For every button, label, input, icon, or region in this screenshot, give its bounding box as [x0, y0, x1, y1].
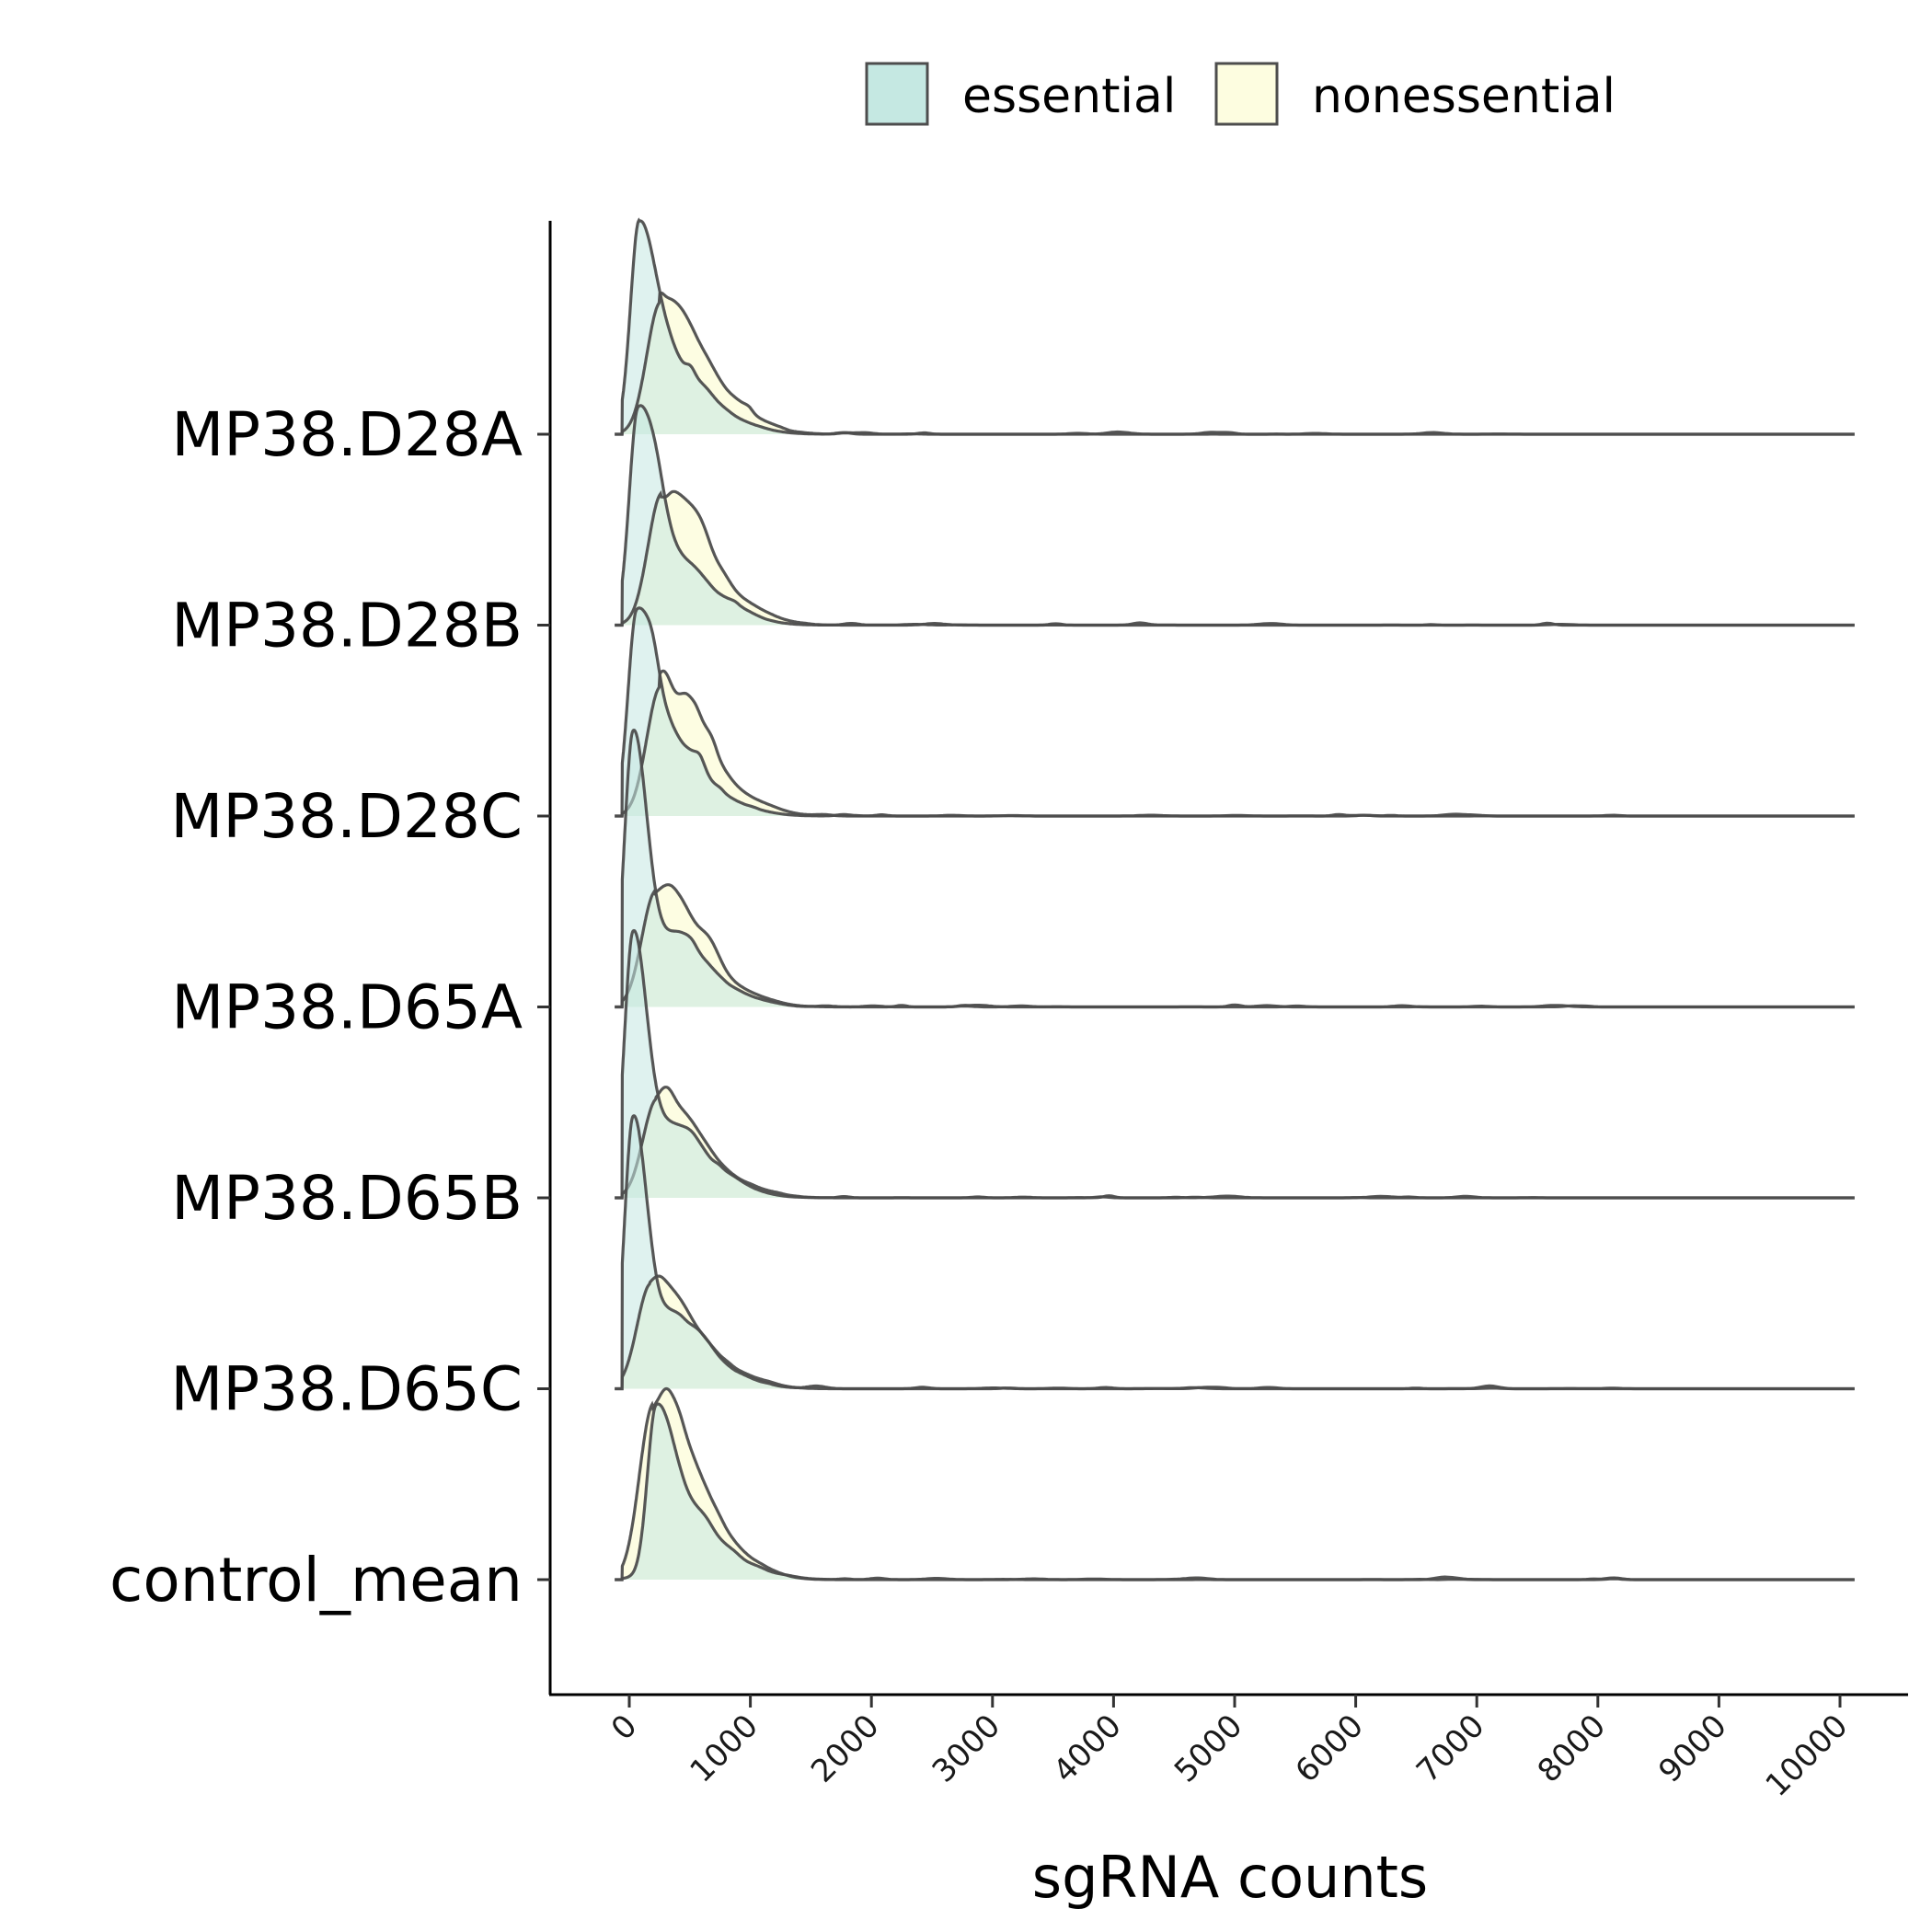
x-tick-label: 9000	[1651, 1708, 1733, 1789]
ridge-mp38-d28c	[615, 606, 1855, 818]
density-line-nonessential	[615, 1386, 1855, 1581]
x-tick-label: 7000	[1409, 1708, 1491, 1789]
x-axis-title: sgRNA counts	[1032, 1844, 1428, 1911]
x-tick-label: 1000	[683, 1708, 765, 1789]
y-tick-label: MP38.D65B	[171, 1163, 523, 1234]
density-line-nonessential	[615, 1274, 1855, 1391]
x-ticks: 0 1000 2000 3000 4000 5000 6000 7000 8000 9000 100…	[604, 1695, 1856, 1804]
density-area-essential	[615, 1115, 1855, 1389]
density-line-nonessential	[615, 291, 1855, 436]
y-tick-label: MP38.D28B	[171, 591, 523, 661]
density-area-essential	[615, 930, 1855, 1198]
density-area-essential	[615, 220, 1855, 434]
density-area-essential	[615, 405, 1855, 626]
density-line-essential	[615, 728, 1855, 1009]
density-line-nonessential	[615, 669, 1855, 818]
density-area-nonessential	[615, 1276, 1855, 1389]
ridge-mp38-d65b	[615, 928, 1855, 1200]
density-line-nonessential	[615, 1086, 1855, 1200]
x-tick-label: 5000	[1167, 1708, 1249, 1789]
density-line-essential	[615, 217, 1855, 436]
y-tick-label: MP38.D65A	[171, 972, 523, 1043]
density-area-essential	[615, 1404, 1855, 1580]
ridge-mp38-d65c	[615, 1114, 1855, 1391]
legend-swatch-essential	[865, 62, 929, 126]
y-tick-label: MP38.D28A	[171, 399, 523, 470]
legend-label-essential: essential	[962, 69, 1176, 124]
x-tick-label: 6000	[1288, 1708, 1370, 1789]
density-line-essential	[615, 404, 1855, 627]
y-ticks: MP38.D28A MP38.D28B MP38.D28C MP38.D65A MP38…	[109, 399, 550, 1616]
y-tick-label: MP38.D28C	[170, 781, 523, 852]
ridge-mp38-d28a	[615, 217, 1855, 436]
legend-label-nonessential: nonessential	[1312, 69, 1616, 124]
x-tick-label: 0	[604, 1708, 645, 1748]
ridges	[615, 217, 1855, 1581]
x-tick-label: 8000	[1531, 1708, 1613, 1789]
x-tick-label: 2000	[804, 1708, 886, 1789]
density-line-essential	[615, 606, 1855, 818]
density-area-essential	[615, 607, 1855, 816]
ridge-mp38-d28b	[615, 404, 1855, 627]
x-tick-label: 10000	[1759, 1708, 1856, 1804]
axes	[548, 221, 1908, 1696]
density-line-essential	[615, 1114, 1855, 1391]
density-line-essential	[615, 1402, 1855, 1581]
density-area-nonessential	[615, 1087, 1855, 1198]
legend-swatch-nonessential	[1214, 62, 1279, 126]
x-tick-label: 3000	[926, 1708, 1007, 1789]
x-tick-label: 4000	[1046, 1708, 1128, 1789]
density-line-nonessential	[615, 489, 1855, 627]
y-tick-label: control_mean	[109, 1545, 523, 1616]
ridge-control-mean	[615, 1386, 1855, 1581]
legend: essential nonessential	[865, 62, 1616, 126]
density-area-nonessential	[615, 1388, 1855, 1580]
density-area-nonessential	[615, 671, 1855, 816]
density-line-nonessential	[615, 883, 1855, 1009]
density-area-nonessential	[615, 491, 1855, 626]
y-tick-label: MP38.D65C	[170, 1354, 523, 1425]
ridge-mp38-d65a	[615, 728, 1855, 1009]
density-area-essential	[615, 730, 1855, 1007]
density-area-nonessential	[615, 293, 1855, 434]
density-line-essential	[615, 928, 1855, 1200]
density-area-nonessential	[615, 884, 1855, 1007]
